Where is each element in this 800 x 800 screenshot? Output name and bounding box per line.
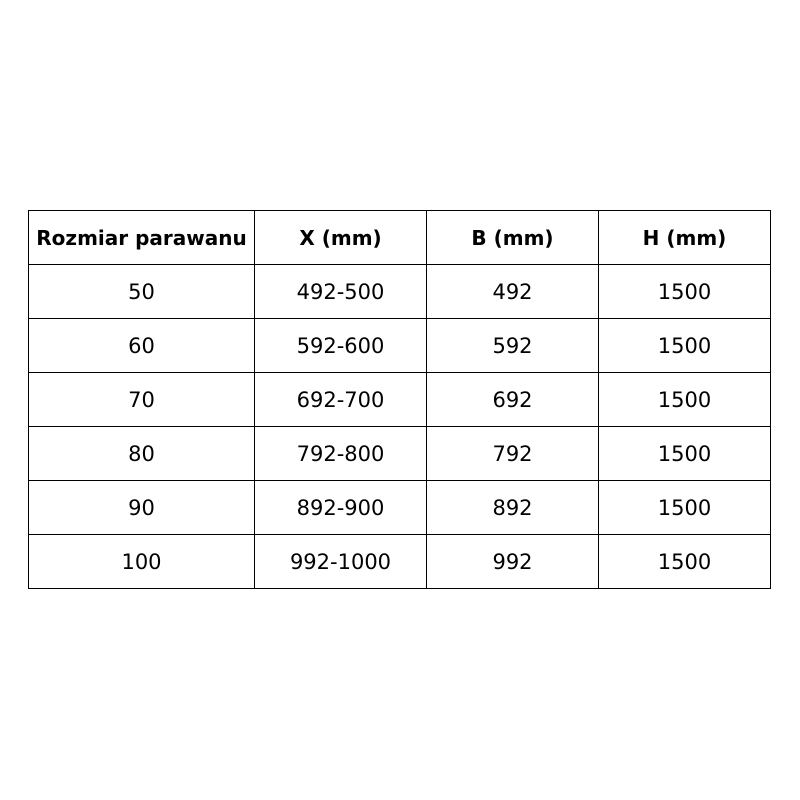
cell-h: 1500 (598, 426, 771, 481)
header-size: Rozmiar parawanu (28, 210, 255, 265)
cell-h: 1500 (598, 534, 771, 589)
table-row: 90 892-900 892 1500 (28, 480, 771, 535)
cell-h: 1500 (598, 372, 771, 427)
cell-x: 592-600 (254, 318, 427, 373)
header-h: H (mm) (598, 210, 771, 265)
cell-b: 892 (426, 480, 599, 535)
header-row: Rozmiar parawanu X (mm) B (mm) H (mm) (28, 210, 771, 265)
dimensions-table: Rozmiar parawanu X (mm) B (mm) H (mm) 50… (28, 210, 771, 589)
cell-b: 492 (426, 264, 599, 319)
table-row: 60 592-600 592 1500 (28, 318, 771, 373)
cell-b: 592 (426, 318, 599, 373)
cell-size: 60 (28, 318, 255, 373)
cell-b: 692 (426, 372, 599, 427)
cell-x: 692-700 (254, 372, 427, 427)
header-x: X (mm) (254, 210, 427, 265)
cell-x: 792-800 (254, 426, 427, 481)
table-row: 80 792-800 792 1500 (28, 426, 771, 481)
cell-size: 100 (28, 534, 255, 589)
cell-h: 1500 (598, 264, 771, 319)
cell-size: 90 (28, 480, 255, 535)
cell-h: 1500 (598, 318, 771, 373)
cell-size: 70 (28, 372, 255, 427)
cell-x: 892-900 (254, 480, 427, 535)
cell-b: 792 (426, 426, 599, 481)
table-row: 50 492-500 492 1500 (28, 264, 771, 319)
table-row: 70 692-700 692 1500 (28, 372, 771, 427)
table-row: 100 992-1000 992 1500 (28, 534, 771, 589)
cell-x: 492-500 (254, 264, 427, 319)
cell-b: 992 (426, 534, 599, 589)
cell-size: 50 (28, 264, 255, 319)
header-b: B (mm) (426, 210, 599, 265)
cell-x: 992-1000 (254, 534, 427, 589)
cell-size: 80 (28, 426, 255, 481)
cell-h: 1500 (598, 480, 771, 535)
